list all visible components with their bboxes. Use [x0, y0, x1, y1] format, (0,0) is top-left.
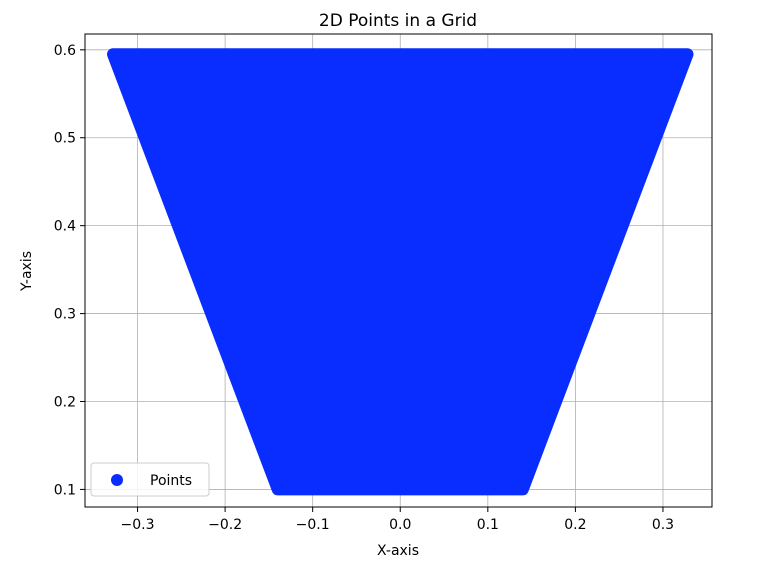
x-tick-label-2: −0.1 — [296, 517, 330, 533]
chart-title: 2D Points in a Grid — [319, 11, 477, 31]
x-tick-label-0: −0.3 — [121, 517, 155, 533]
y-tick-label-4: 0.5 — [54, 131, 76, 147]
y-axis-label: Y-axis — [19, 251, 35, 292]
x-tick-label-4: 0.1 — [477, 517, 499, 533]
x-axis-ticks: −0.3 −0.2 −0.1 0.0 0.1 0.2 0.3 — [121, 507, 674, 533]
legend-label-points: Points — [150, 473, 192, 489]
legend-box — [90, 462, 210, 497]
x-tick-label-5: 0.2 — [564, 517, 586, 533]
plot-frame — [84, 33, 713, 508]
x-tick-label-6: 0.3 — [652, 517, 674, 533]
y-tick-label-3: 0.4 — [54, 219, 76, 235]
x-tick-label-1: −0.2 — [208, 517, 242, 533]
y-tick-label-5: 0.6 — [54, 43, 76, 59]
data-points — [107, 48, 694, 496]
x-tick-label-3: 0.0 — [389, 517, 411, 533]
y-tick-label-0: 0.1 — [54, 482, 76, 498]
legend-marker-points — [111, 474, 123, 486]
y-axis-ticks: 0.1 0.2 0.3 0.4 0.5 0.6 — [54, 43, 85, 498]
points-region — [107, 48, 694, 496]
y-tick-label-1: 0.2 — [54, 394, 76, 410]
y-tick-label-2: 0.3 — [54, 307, 76, 323]
x-axis-label: X-axis — [377, 543, 419, 559]
legend: Points — [90, 462, 210, 497]
